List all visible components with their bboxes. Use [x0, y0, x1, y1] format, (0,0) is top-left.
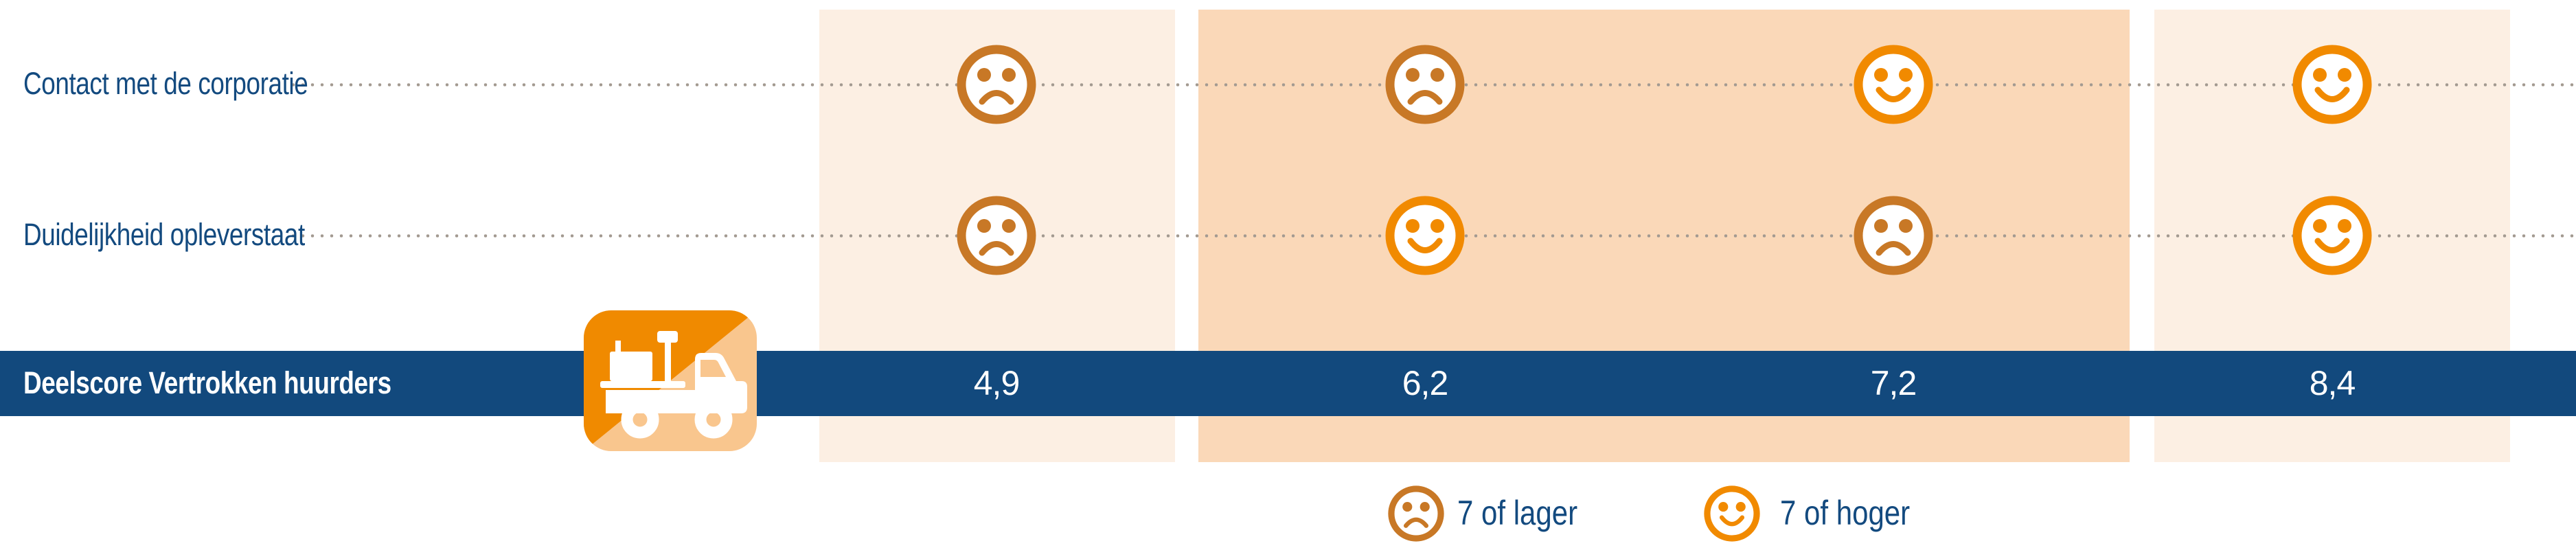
smiley-happy-cell [1854, 45, 1933, 124]
smiley-happy-cell [1385, 196, 1465, 275]
smiley-happy-icon [1704, 485, 1760, 542]
score-value-3: 7,2 [1870, 363, 1917, 402]
deelscore-bar-label: Deelscore Vertrokken huurders [23, 365, 391, 400]
smiley-happy-icon [1854, 45, 1933, 124]
smiley-happy-icon [1385, 196, 1465, 275]
deelscore-bar: Deelscore Vertrokken huurders 4,9 6,2 7,… [0, 351, 2576, 416]
smiley-sad-cell [957, 45, 1036, 124]
legend-sad-face-icon [1388, 485, 1444, 542]
smiley-sad-cell [957, 196, 1036, 275]
smiley-sad-icon [957, 196, 1036, 275]
smiley-happy-icon [2292, 196, 2372, 275]
smiley-happy-icon [2292, 45, 2372, 124]
row-label-contact: Contact met de corporatie [23, 65, 308, 101]
score-value-4: 8,4 [2309, 363, 2356, 402]
smiley-sad-icon [1854, 196, 1933, 275]
legend-label-hoger: 7 of hoger [1780, 493, 1911, 532]
smiley-sad-icon [1388, 485, 1444, 542]
smiley-happy-cell [2292, 196, 2372, 275]
smiley-sad-cell [1385, 45, 1465, 124]
legend-happy-face-icon [1704, 485, 1760, 542]
moving-truck-icon [584, 310, 757, 451]
score-value-1: 4,9 [973, 363, 1021, 402]
truck-wheel-left [621, 400, 659, 439]
score-value-2: 6,2 [1402, 363, 1449, 402]
smiley-sad-icon [1385, 45, 1465, 124]
row-label-opleverstaat: Duidelijkheid opleverstaat [23, 216, 305, 252]
smiley-sad-cell [1854, 196, 1933, 275]
smiley-sad-icon [957, 45, 1036, 124]
legend-label-lager: 7 of lager [1457, 493, 1578, 532]
smiley-happy-cell [2292, 45, 2372, 124]
truck-wheel-right [694, 400, 733, 439]
